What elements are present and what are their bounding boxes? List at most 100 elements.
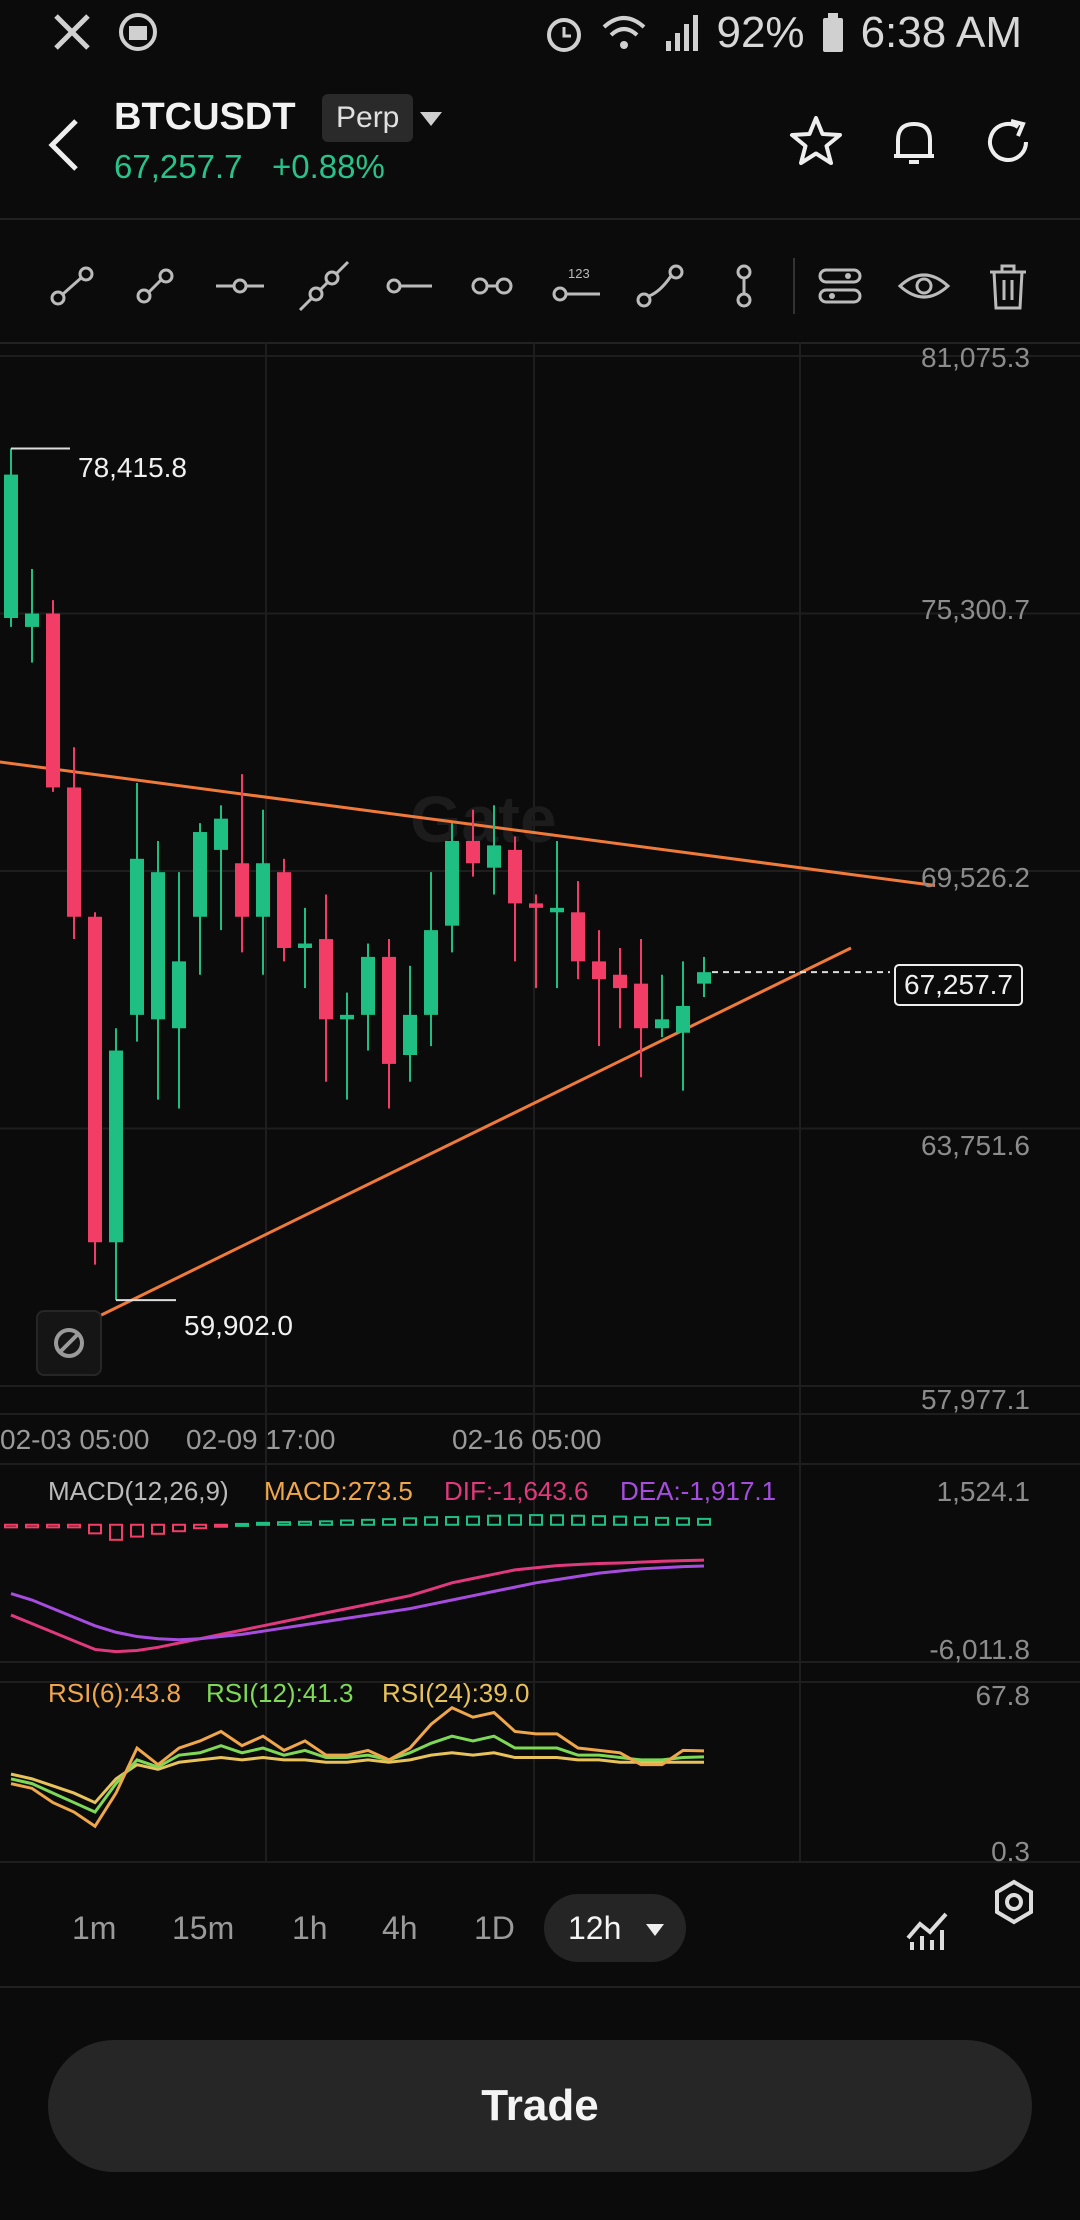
candle-body bbox=[571, 912, 585, 962]
symbol-title[interactable]: BTCUSDT bbox=[114, 96, 296, 138]
macd-histogram-bar bbox=[151, 1523, 165, 1535]
horizontal-line-icon[interactable] bbox=[212, 258, 268, 314]
status-bar: 92% 6:38 AM bbox=[0, 0, 1080, 70]
candle-body bbox=[130, 858, 144, 1015]
toolbar-divider bbox=[0, 342, 1080, 344]
candle-body bbox=[445, 840, 459, 926]
macd-dea-line bbox=[10, 1564, 705, 1642]
battery-icon bbox=[822, 13, 843, 52]
contract-type-badge[interactable]: Perp bbox=[322, 94, 414, 142]
timeframe-1d[interactable]: 1D bbox=[474, 1910, 515, 1946]
macd-title: MACD(12,26,9) bbox=[48, 1476, 229, 1506]
time-axis-label: 02-03 05:00 bbox=[0, 1424, 150, 1455]
chart-settings-icon[interactable] bbox=[990, 1878, 1038, 1926]
trendlines[interactable] bbox=[0, 760, 936, 1320]
horizontal-ray-icon[interactable] bbox=[380, 258, 436, 314]
macd-histogram-bar bbox=[655, 1516, 669, 1526]
trendline bbox=[94, 946, 852, 1320]
back-icon[interactable] bbox=[44, 115, 84, 175]
candle-body bbox=[277, 872, 291, 948]
candle-body bbox=[340, 1014, 354, 1020]
macd-histogram-bar bbox=[529, 1514, 543, 1526]
macd-histogram-bar bbox=[676, 1517, 690, 1526]
macd-histogram-bar bbox=[697, 1517, 711, 1526]
star-icon[interactable] bbox=[786, 112, 846, 172]
grid-lines bbox=[0, 342, 1080, 1863]
chart-area[interactable]: Gate 81,075.3 75,300.7 69,526.2 63,751.6… bbox=[0, 342, 1080, 1872]
vertical-line-icon[interactable] bbox=[716, 258, 772, 314]
indicators-icon[interactable] bbox=[904, 1908, 952, 1952]
drawing-toolbar: 123 bbox=[0, 222, 1080, 342]
candle-body bbox=[67, 787, 81, 917]
price-axis-label: 75,300.7 bbox=[921, 594, 1030, 625]
candle-body bbox=[613, 974, 627, 989]
macd-histogram-bar bbox=[634, 1516, 648, 1526]
macd-panel bbox=[4, 1514, 711, 1654]
refresh-icon[interactable] bbox=[978, 112, 1038, 172]
timeframe-1h[interactable]: 1h bbox=[292, 1910, 328, 1946]
curve-icon[interactable] bbox=[632, 258, 688, 314]
macd-histogram-bar bbox=[592, 1515, 606, 1526]
macd-histogram-bar bbox=[235, 1522, 249, 1527]
chart-canvas[interactable]: Gate bbox=[0, 342, 1080, 1872]
time-axis-label: 02-16 05:00 bbox=[452, 1424, 602, 1455]
candle-body bbox=[256, 863, 270, 917]
rsi12-line bbox=[10, 1734, 705, 1814]
macd-dif-value: DIF:-1,643.6 bbox=[444, 1476, 589, 1506]
low-price-label: 59,902.0 bbox=[184, 1310, 293, 1341]
trend-line-icon[interactable] bbox=[44, 258, 100, 314]
bottom-divider bbox=[0, 1986, 1080, 1988]
rsi6-value: RSI(6):43.8 bbox=[48, 1678, 181, 1708]
candle-body bbox=[4, 474, 18, 618]
candle-body bbox=[634, 983, 648, 1029]
candle-body bbox=[403, 1014, 417, 1055]
high-price-label: 78,415.8 bbox=[78, 452, 187, 483]
candle-body bbox=[319, 939, 333, 1020]
candles bbox=[4, 448, 711, 1301]
macd-histogram-bar bbox=[319, 1520, 333, 1526]
candle-body bbox=[676, 1005, 690, 1033]
macd-histogram-bar bbox=[25, 1523, 39, 1529]
timeframe-4h[interactable]: 4h bbox=[382, 1910, 418, 1946]
x-icon bbox=[54, 14, 90, 50]
svg-text:123: 123 bbox=[568, 266, 590, 281]
rsi12-value: RSI(12):41.3 bbox=[206, 1678, 354, 1708]
candle-body bbox=[592, 961, 606, 980]
candle-body bbox=[172, 961, 186, 1029]
parallel-channel-icon[interactable] bbox=[464, 258, 520, 314]
trade-button[interactable]: Trade bbox=[48, 2040, 1032, 2172]
clock: 6:38 AM bbox=[860, 8, 1022, 57]
candle-body bbox=[151, 872, 165, 1020]
trash-icon[interactable] bbox=[980, 258, 1036, 314]
last-price: 67,257.7 bbox=[114, 148, 243, 185]
rsi-axis-bottom: 0.3 bbox=[991, 1836, 1030, 1867]
chevron-down-icon[interactable] bbox=[420, 112, 442, 126]
candle-body bbox=[382, 956, 396, 1064]
price-axis-label: 57,977.1 bbox=[921, 1384, 1030, 1415]
timeframe-1m[interactable]: 1m bbox=[72, 1910, 117, 1946]
current-price-label: 67,257.7 bbox=[894, 964, 1023, 1006]
macd-histogram-bar bbox=[424, 1516, 438, 1526]
price-axis-label: 69,526.2 bbox=[921, 862, 1030, 893]
candle-body bbox=[298, 943, 312, 948]
reset-view-button[interactable] bbox=[36, 1310, 102, 1376]
macd-histogram-bar bbox=[88, 1523, 102, 1535]
settings-toggle-icon[interactable] bbox=[812, 258, 868, 314]
extended-line-icon[interactable] bbox=[296, 258, 352, 314]
timeframe-15m[interactable]: 15m bbox=[172, 1910, 235, 1946]
eye-icon[interactable] bbox=[896, 258, 952, 314]
ray-icon[interactable] bbox=[128, 258, 184, 314]
price-change: +0.88% bbox=[272, 148, 385, 185]
macd-histogram-bar bbox=[256, 1521, 270, 1526]
candle-body bbox=[25, 613, 39, 627]
candle-body bbox=[655, 1019, 669, 1029]
bell-icon[interactable] bbox=[884, 112, 944, 172]
time-axis-label: 02-09 17:00 bbox=[186, 1424, 336, 1455]
macd-histogram-bar bbox=[130, 1523, 144, 1538]
candle-body bbox=[361, 956, 375, 1015]
candle-body bbox=[529, 903, 543, 908]
candle-body bbox=[235, 863, 249, 917]
candle-body bbox=[214, 818, 228, 850]
price-label-icon[interactable]: 123 bbox=[548, 258, 604, 314]
timeframe-12h[interactable]: 12h bbox=[544, 1894, 686, 1962]
